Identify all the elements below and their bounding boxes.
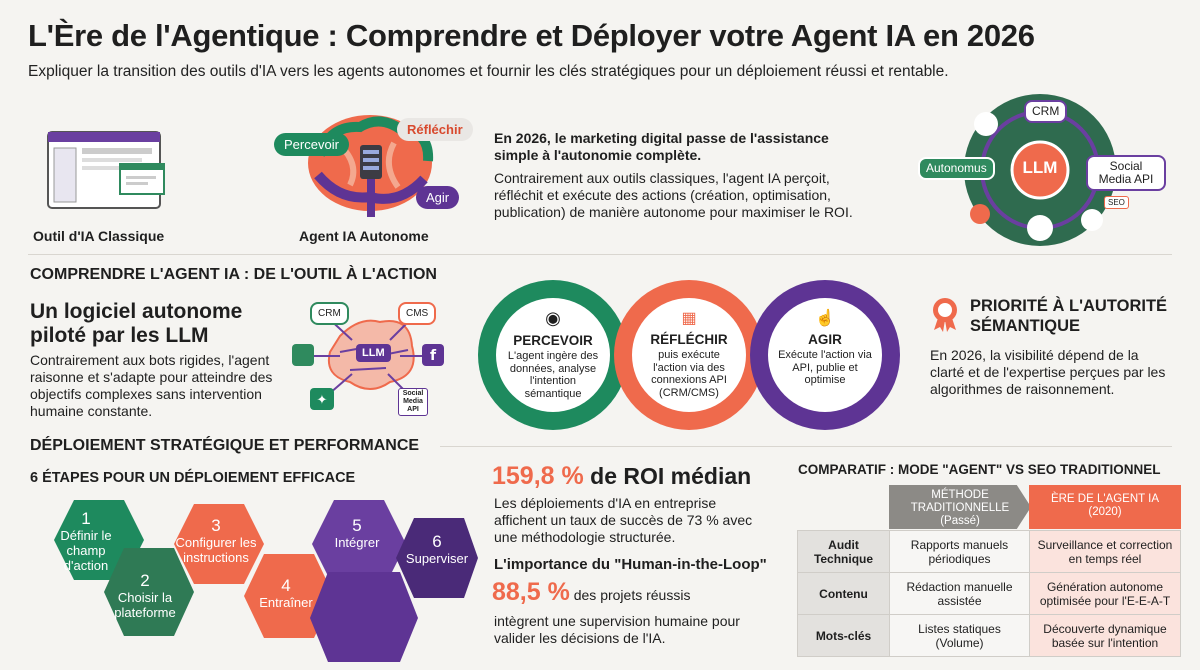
table-row: Mots-clés Listes statiques (Volume) Déco… [797,614,1181,657]
chip-icon: ▦ [681,310,697,327]
diagram-cms: CMS [398,302,437,325]
priority-title: PRIORITÉ À L'AUTORITÉ SÉMANTIQUE [970,297,1168,335]
hub-node-seo: SEO [1104,196,1129,209]
hub-node-crm: CRM [1024,100,1068,123]
svg-text:f: f [430,348,437,364]
eye-icon: ◉ [545,308,561,328]
step-4-number: 4 [281,576,291,595]
step-3-number: 3 [211,515,221,535]
compare-cell-new: Surveillance et correction en temps réel [1029,530,1181,573]
page-subtitle: Expliquer la transition des outils d'IA … [28,63,949,80]
steps-title: 6 ÉTAPES POUR UN DÉPLOIEMENT EFFICACE [30,470,356,486]
svg-text:✦: ✦ [317,393,328,408]
understand-body: Contrairement aux bots rigides, l'agent … [30,352,273,419]
cycle-agir: ☝ AGIR Exécute l'action via API, publie … [768,298,882,412]
cycle-reflechir: ▦ RÉFLÉCHIR puis exécute l'action via de… [632,298,746,412]
compare-cell-old: Rédaction manuelle assistée [889,572,1030,615]
step-3: 3 Configurer les instructions [170,506,262,576]
intro-lead: En 2026, le marketing digital passe de l… [494,130,829,163]
step-5: 5 Intégrer [314,504,400,564]
cycle-percevoir-title: PERCEVOIR [513,333,593,348]
hitl-body: intègrent une supervision humaine pour v… [494,613,740,646]
hitl-text: des projets réussis [569,587,691,603]
compare-cell-old: Rapports manuels périodiques [889,530,1030,573]
step-1: 1 Définir le champ d'action [44,504,128,580]
step-1-number: 1 [81,509,91,528]
diagram-llm: LLM [356,344,391,362]
compare-col2-header: ÈRE DE L'AGENT IA (2020) [1029,485,1181,529]
pill-percevoir: Percevoir [274,133,349,156]
pill-reflechir: Réfléchir [397,118,473,141]
compare-row-label: Audit Technique [797,530,890,573]
step-5-label: Intégrer [334,535,380,550]
cycle-reflechir-title: RÉFLÉCHIR [650,332,728,347]
step-6-label: Superviser [405,551,469,566]
divider-2 [440,446,1172,447]
pill-agir: Agir [416,186,460,209]
compare-cell-new: Découverte dynamique basée sur l'intenti… [1029,614,1181,657]
deploy-section-title: DÉPLOIEMENT STRATÉGIQUE ET PERFORMANCE [30,437,420,454]
intro-body: Contrairement aux outils classiques, l'a… [494,170,853,220]
hub-node-autonomus: Autonomus [918,157,995,180]
step-4: 4 Entraîner [244,564,328,624]
compare-row-label: Contenu [797,572,890,615]
compare-cell-new: Génération autonome optimisée pour l'E-E… [1029,572,1181,615]
step-1-label: Définir le champ d'action [60,528,112,573]
steps-diagram [28,492,478,664]
hub-center-label: LLM [1022,158,1058,177]
step-5-number: 5 [352,516,362,535]
step-2-number: 2 [140,570,150,590]
diagram-social: Social Media API [398,388,428,416]
classic-tool-label: Outil d'IA Classique [33,228,165,244]
hitl-value: 88,5 % [492,578,570,606]
diagram-crm: CRM [310,302,349,325]
cycle-percevoir-desc: L'agent ingère des données, analyse l'in… [507,350,599,400]
cycle-reflechir-desc: puis exécute l'action via des connexions… [651,349,727,399]
roi-body: Les déploiements d'IA en entreprise affi… [494,495,753,545]
cycle-agir-desc: Exécute l'action via API, publie et opti… [778,349,872,386]
cycle-percevoir: ◉ PERCEVOIR L'agent ingère des données, … [496,298,610,412]
table-row: Contenu Rédaction manuelle assistée Géné… [797,572,1181,615]
compare-row-label: Mots-clés [797,614,890,657]
hub-node-social: Social Media API [1086,155,1166,191]
classic-tool-illustration [46,130,166,215]
hitl-headline: 88,5 % des projets réussis [492,578,690,607]
cycle-agir-title: AGIR [808,332,842,347]
compare-table: Audit Technique Rapports manuels périodi… [797,530,1181,657]
understand-heading: Un logiciel autonome piloté par les LLM [30,300,243,347]
compare-cell-old: Listes statiques (Volume) [889,614,1030,657]
roi-value: 159,8 % [492,462,584,490]
step-6-number: 6 [432,532,442,551]
compare-col1-header: MÉTHODE TRADITIONNELLE (Passé) [889,485,1031,529]
roi-headline: 159,8 % de ROI médian [492,462,751,491]
step-2: 2 Choisir la plateforme [102,560,188,632]
roi-label: de ROI médian [583,463,752,489]
step-6: 6 Superviser [398,520,476,580]
llm-hub-illustration [940,88,1140,248]
understand-section-title: COMPRENDRE L'AGENT IA : DE L'OUTIL À L'A… [30,266,437,283]
table-row: Audit Technique Rapports manuels périodi… [797,530,1181,573]
step-4-label: Entraîner [259,595,313,610]
hitl-title: L'importance du "Human-in-the-Loop" [494,556,767,573]
step-3-label: Configurer les instructions [175,534,257,565]
divider-1 [28,254,1172,255]
compare-title: COMPARATIF : MODE "AGENT" VS SEO TRADITI… [798,462,1161,477]
pointer-icon: ☝ [815,310,835,327]
page-title: L'Ère de l'Agentique : Comprendre et Dép… [28,18,1035,53]
award-icon [930,296,960,332]
agent-label: Agent IA Autonome [299,228,429,244]
step-2-label: Choisir la plateforme [114,589,176,620]
priority-body: En 2026, la visibilité dépend de la clar… [930,347,1166,397]
